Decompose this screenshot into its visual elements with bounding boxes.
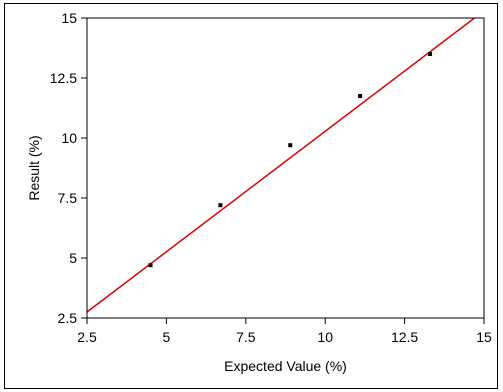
y-tick-label: 5	[69, 250, 77, 266]
fit-line	[87, 18, 475, 313]
x-axis: 2.5 5 7.5 10 12.5 15	[77, 318, 492, 345]
y-axis-label: Result (%)	[26, 135, 42, 200]
y-tick-label: 2.5	[58, 310, 78, 326]
fit-line-layer	[87, 18, 475, 313]
chart-frame	[4, 3, 498, 389]
x-tick-label: 7.5	[236, 329, 256, 345]
x-tick-label: 12.5	[391, 329, 418, 345]
y-tick-label: 7.5	[58, 190, 78, 206]
x-tick-label: 15	[476, 329, 492, 345]
data-point	[288, 143, 293, 148]
data-point	[358, 94, 363, 98]
x-tick-label: 2.5	[77, 329, 97, 345]
x-tick-label: 10	[317, 329, 333, 345]
data-point	[428, 52, 433, 56]
x-tick-label: 5	[163, 329, 171, 345]
y-tick-label: 12.5	[50, 70, 77, 86]
data-point	[218, 203, 223, 208]
data-point	[148, 263, 153, 268]
y-tick-label: 10	[61, 130, 77, 146]
y-axis: 2.5 5 7.5 10 12.5 15	[50, 10, 87, 326]
plot-area-border	[86, 17, 485, 319]
y-tick-label: 15	[61, 10, 77, 26]
scatter-points-layer	[148, 52, 433, 268]
x-axis-label: Expected Value (%)	[224, 358, 347, 374]
